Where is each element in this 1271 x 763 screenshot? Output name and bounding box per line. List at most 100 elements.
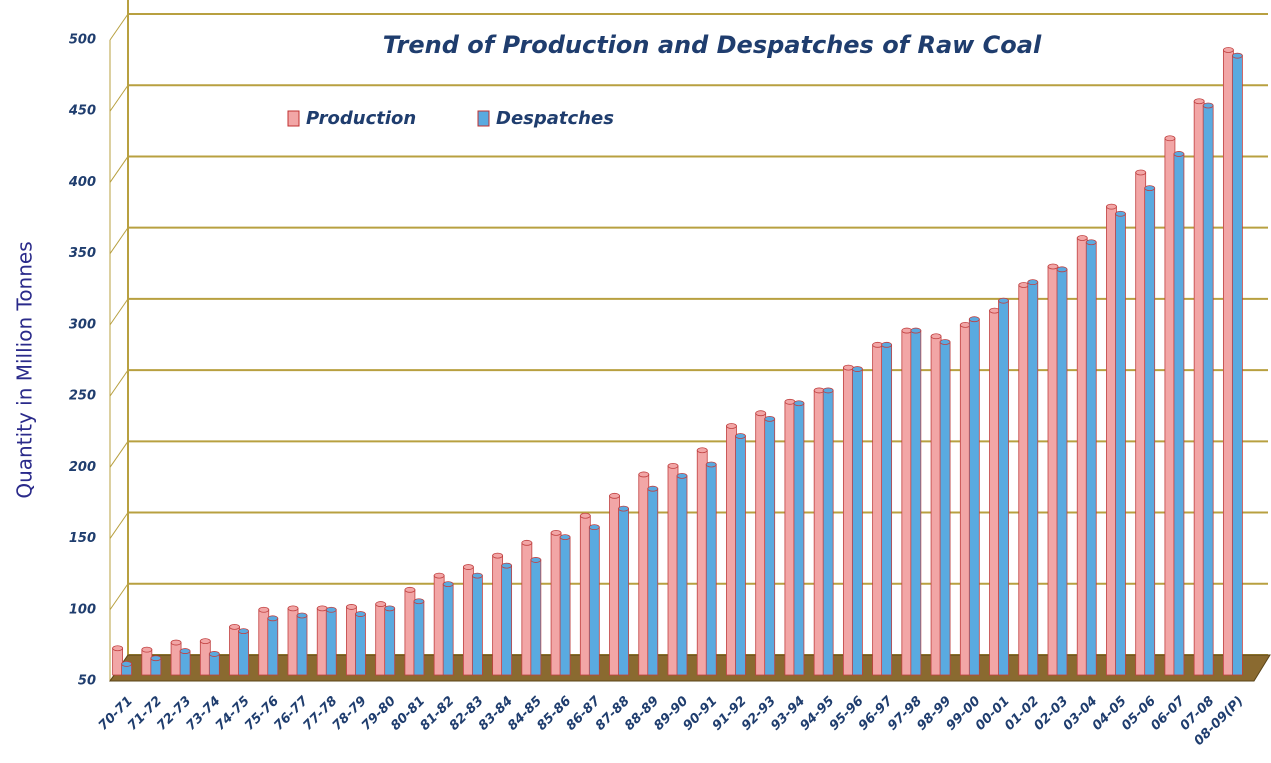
bar <box>618 508 629 676</box>
bar-top <box>150 655 162 662</box>
bar-top <box>1144 185 1156 192</box>
bar-top <box>462 564 474 570</box>
bar <box>647 488 659 676</box>
bar <box>755 412 767 676</box>
y-tick-label: 50 <box>78 674 96 689</box>
bar-top <box>112 645 124 652</box>
bar <box>813 390 825 676</box>
bar-top <box>316 605 328 612</box>
bar-top <box>179 648 191 654</box>
bar <box>141 649 153 676</box>
bar-top <box>696 447 708 454</box>
bar <box>1202 105 1214 676</box>
bar <box>638 474 650 676</box>
bar-top <box>784 398 796 405</box>
bar-top <box>968 316 980 323</box>
y-tick-label: 450 <box>68 104 96 119</box>
bar-top <box>676 472 688 479</box>
bar-top <box>1047 263 1059 270</box>
bar-top <box>433 572 445 579</box>
y-tick-label: 400 <box>68 175 96 190</box>
grid-diag <box>109 84 129 112</box>
bar <box>112 647 124 676</box>
bar <box>959 324 971 676</box>
bar <box>881 344 893 676</box>
bar <box>375 603 387 676</box>
bar <box>355 613 366 676</box>
bar <box>296 615 308 676</box>
bar <box>1193 100 1205 676</box>
bar-top <box>872 341 884 348</box>
bar-top <box>667 463 679 469</box>
y-tick-label: 300 <box>69 317 96 332</box>
bar-top <box>1231 52 1243 59</box>
bar-top <box>199 638 211 645</box>
bar-top <box>1164 135 1176 142</box>
bar <box>550 532 562 676</box>
bar-top <box>1202 102 1214 109</box>
bar-top <box>910 327 922 334</box>
bar-top <box>1056 266 1068 273</box>
grid-diag <box>109 156 129 183</box>
bar-top <box>170 639 182 646</box>
bar-top <box>579 512 591 519</box>
bar-top <box>705 461 717 468</box>
bar <box>433 575 445 676</box>
bar <box>1018 284 1030 676</box>
bar <box>559 536 571 676</box>
bar-top <box>638 471 650 478</box>
bar-top <box>384 605 396 612</box>
bar-top <box>813 387 825 394</box>
bar <box>705 464 717 676</box>
bar <box>822 390 834 676</box>
bar-top <box>267 615 279 622</box>
bar <box>998 300 1009 676</box>
bar <box>229 626 240 676</box>
bar <box>667 465 679 676</box>
bar <box>501 565 513 676</box>
bar <box>1231 55 1243 676</box>
bar <box>1222 49 1234 676</box>
bar-top <box>258 606 270 613</box>
bar <box>1056 268 1068 676</box>
bar <box>170 642 182 676</box>
bar-top <box>346 604 357 610</box>
bar <box>1173 153 1185 676</box>
bar <box>1135 172 1147 676</box>
y-tick-label: 100 <box>69 602 96 617</box>
bar <box>1144 187 1156 676</box>
bar <box>316 607 328 676</box>
bar-top <box>618 505 629 512</box>
bar <box>989 310 1000 676</box>
bar <box>1115 213 1126 676</box>
bar <box>842 367 854 676</box>
bar <box>1085 241 1097 676</box>
bar <box>530 559 542 676</box>
bar-top <box>530 557 542 563</box>
bar <box>793 402 805 676</box>
bar <box>910 330 922 676</box>
bar <box>1047 266 1059 676</box>
bar-top <box>901 327 913 334</box>
bar <box>901 330 913 676</box>
bar <box>413 600 425 676</box>
y-tick-label: 350 <box>69 246 96 261</box>
bar-top <box>755 410 767 417</box>
bar-top <box>442 581 454 588</box>
bar-top <box>559 534 571 541</box>
bar <box>784 401 796 676</box>
bar <box>179 650 191 676</box>
bar-top <box>1076 235 1088 241</box>
bar-top <box>1106 203 1117 210</box>
bar-top <box>1222 47 1234 53</box>
bar-top <box>238 628 249 635</box>
y-tick-label: 250 <box>69 389 96 404</box>
bar <box>346 606 357 676</box>
bar-top <box>1173 151 1185 157</box>
bar <box>764 418 776 676</box>
bar-top <box>521 539 533 546</box>
bar-top <box>793 400 805 407</box>
bar <box>1106 206 1117 676</box>
bar-top <box>325 606 337 613</box>
bar <box>208 653 220 676</box>
